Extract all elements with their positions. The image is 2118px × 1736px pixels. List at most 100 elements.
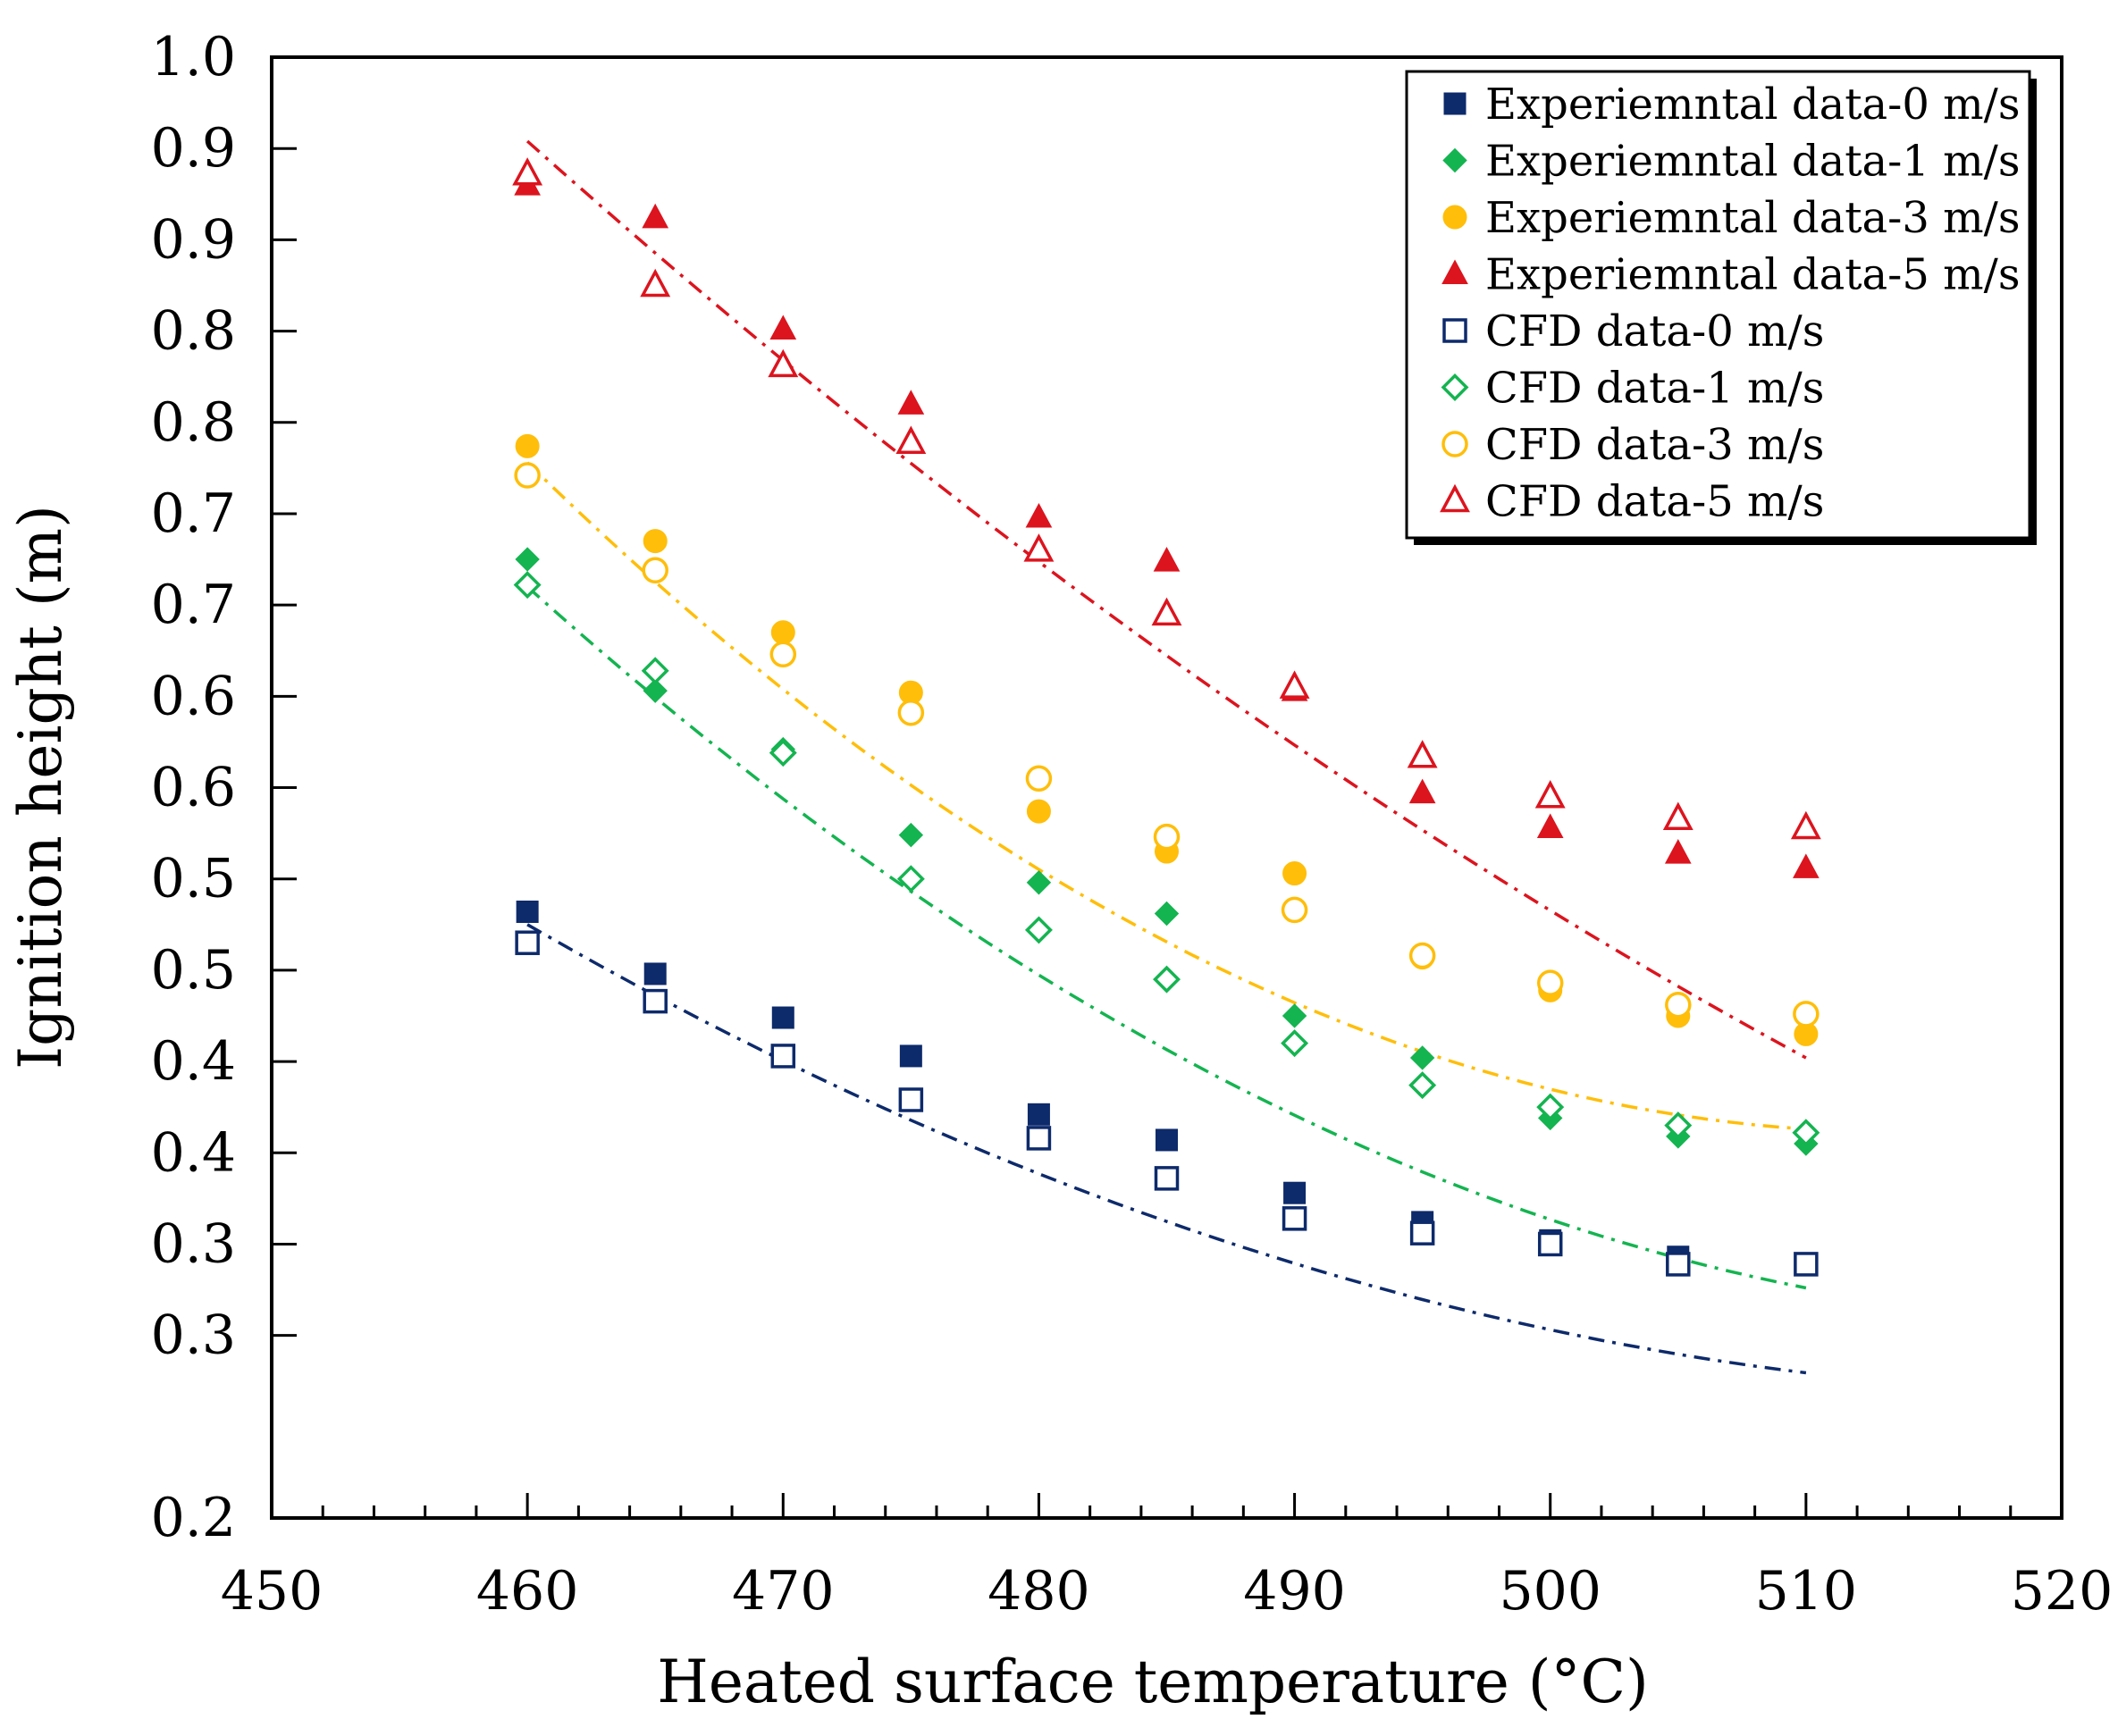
- legend-box: [1405, 70, 2031, 540]
- data-point: [1024, 916, 1053, 944]
- x-axis-title: Heated surface temperature (°C): [657, 1648, 1648, 1716]
- data-point: [769, 641, 797, 668]
- x-tick-label: 510: [1755, 1560, 1858, 1623]
- data-point: [1023, 533, 1055, 562]
- data-point: [1790, 810, 1821, 840]
- data-point: [1792, 1119, 1820, 1147]
- data-point: [769, 314, 797, 340]
- data-point: [1793, 853, 1820, 878]
- legend: Experiemntal data-0 m/s Experiemntal data…: [1405, 70, 2037, 545]
- series-3: [514, 171, 1820, 878]
- data-point: [897, 699, 925, 726]
- data-point: [1026, 870, 1052, 895]
- data-point: [515, 433, 540, 458]
- legend-marker: [1441, 373, 1469, 401]
- data-point: [1153, 547, 1181, 572]
- data-point: [1793, 1001, 1820, 1027]
- data-point: [1666, 1252, 1691, 1277]
- data-point: [1536, 1093, 1565, 1121]
- data-point: [1408, 942, 1436, 969]
- legend-marker: [1442, 205, 1467, 230]
- legend-marker: [1441, 259, 1468, 284]
- data-point: [769, 739, 797, 767]
- data-point: [1153, 823, 1181, 851]
- trend-1 m/s: [525, 585, 1807, 1290]
- data-point: [1664, 1111, 1693, 1140]
- data-point: [1026, 1126, 1052, 1151]
- y-tick-label: 0.9: [151, 117, 236, 180]
- data-point: [643, 962, 667, 985]
- data-point: [1665, 991, 1692, 1019]
- data-point: [642, 203, 669, 229]
- data-point: [1282, 861, 1307, 886]
- y-tick-label: 0.3: [151, 1304, 236, 1367]
- data-point: [640, 268, 671, 298]
- series-4: [515, 930, 1819, 1277]
- trendlines: [525, 139, 1807, 1375]
- y-tick-label: 0.5: [151, 848, 236, 910]
- legend-label: Experiemntal data-3 m/s: [1485, 193, 2020, 243]
- y-tick-label: 0.4: [151, 1121, 236, 1184]
- y-tick-label: 0.5: [151, 939, 236, 1002]
- y-tick-label: 0.8: [151, 300, 236, 363]
- legend-marker: [1442, 318, 1467, 343]
- legend-label: Experiemntal data-1 m/s: [1485, 137, 2020, 187]
- series-5: [513, 571, 1820, 1147]
- data-point: [1534, 780, 1566, 809]
- series-7: [512, 157, 1821, 840]
- y-tick-label: 0.7: [151, 574, 236, 636]
- y-tick-label: 0.3: [151, 1212, 236, 1275]
- legend-label: Experiemntal data-5 m/s: [1485, 250, 2020, 300]
- data-point: [898, 822, 924, 848]
- data-point: [1537, 1231, 1563, 1257]
- trend-3 m/s: [525, 461, 1807, 1131]
- data-point: [1664, 839, 1692, 864]
- y-tick-label: 0.7: [151, 482, 236, 545]
- legend-label: CFD data-0 m/s: [1485, 306, 1824, 356]
- data-point: [1282, 1206, 1307, 1231]
- data-point: [1283, 1181, 1307, 1204]
- data-point: [1281, 1029, 1309, 1058]
- data-point: [1794, 1252, 1819, 1277]
- legend-marker: [1440, 483, 1470, 513]
- x-tick-label: 490: [1243, 1560, 1346, 1623]
- legend-label: CFD data-1 m/s: [1485, 364, 1824, 414]
- legend-label: CFD data-5 m/s: [1485, 477, 1824, 527]
- trend-5 m/s: [525, 139, 1807, 1060]
- data-point: [1409, 1045, 1435, 1070]
- data-point: [1151, 597, 1182, 626]
- data-point: [899, 1044, 922, 1068]
- axis-ticks: 450 460 470 480 490 500 510 520 0.2 0.3 0.3 0.4 0.4 0…: [151, 26, 2114, 1623]
- y-tick-label: 0.4: [151, 1030, 236, 1093]
- trend-0 m/s: [526, 923, 1807, 1375]
- data-point: [1281, 896, 1308, 924]
- data-point: [1279, 670, 1310, 699]
- data-point: [1025, 765, 1053, 793]
- y-tick-label: 1.0: [151, 26, 236, 88]
- data-point: [516, 900, 539, 923]
- x-tick-label: 450: [221, 1560, 324, 1623]
- data-point: [895, 425, 927, 454]
- data-point: [770, 1044, 796, 1069]
- data-point: [643, 988, 668, 1014]
- legend-label: CFD data-3 m/s: [1485, 420, 1824, 470]
- x-tick-label: 480: [988, 1560, 1090, 1623]
- series-0: [516, 900, 1818, 1276]
- data-point: [898, 1087, 924, 1112]
- y-tick-label: 0.9: [151, 208, 236, 271]
- data-point: [1662, 801, 1694, 830]
- data-point: [1154, 901, 1180, 927]
- data-point: [770, 620, 795, 645]
- data-point: [771, 1006, 794, 1029]
- data-point: [1536, 813, 1564, 838]
- data-point: [1409, 1220, 1435, 1245]
- data-point: [768, 348, 799, 378]
- data-point: [1408, 778, 1436, 804]
- data-point: [512, 157, 543, 186]
- legend-label: Experiemntal data-0 m/s: [1485, 80, 2020, 130]
- data-point: [515, 930, 540, 955]
- data-point: [515, 547, 540, 572]
- y-tick-label: 0.6: [151, 665, 236, 727]
- y-axis-title: Ignition height (m): [6, 505, 75, 1069]
